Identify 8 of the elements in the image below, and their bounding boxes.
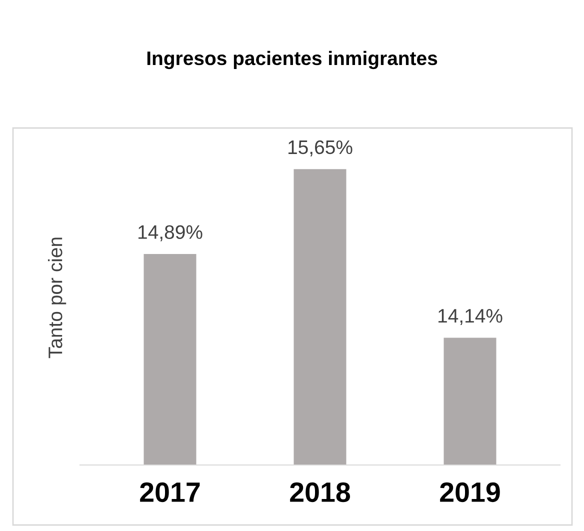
chart-title: Ingresos pacientes inmigrantes (147, 50, 438, 70)
x-tick-label: 2017 (140, 482, 200, 502)
x-tick-label: 2018 (290, 482, 350, 502)
data-label: 15,65% (288, 140, 352, 156)
y-axis-title: Tanto por cien (48, 238, 66, 358)
data-label: 14,89% (138, 225, 202, 242)
data-label: 14,14% (438, 309, 502, 326)
x-tick-label: 2019 (440, 482, 500, 502)
